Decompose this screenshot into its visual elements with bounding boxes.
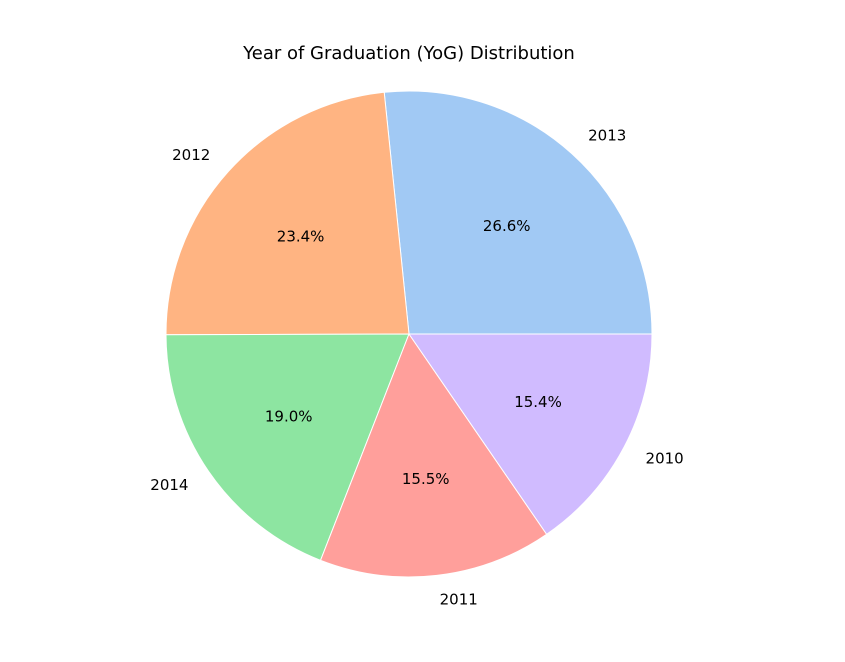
slice-label-2014: 2014: [150, 476, 188, 494]
slice-percent-2014: 19.0%: [265, 407, 313, 425]
chart-title: Year of Graduation (YoG) Distribution: [242, 43, 575, 64]
slice-label-2011: 2011: [440, 591, 478, 609]
slice-label-2010: 2010: [646, 449, 684, 467]
slice-percent-2013: 26.6%: [483, 217, 531, 235]
pie-slices: [165, 90, 653, 578]
slice-percent-2010: 15.4%: [514, 393, 562, 411]
pie-slice-2013: [383, 90, 653, 335]
pie-slice-2014: [165, 333, 410, 561]
pie-slice-2011: [319, 332, 548, 578]
pie-labels: 2013 26.6% 2012 23.4% 2014 19.0% 2011 15.5% 2010…: [150, 127, 683, 609]
slice-percent-2011: 15.5%: [402, 470, 450, 488]
slice-label-2012: 2012: [172, 146, 210, 164]
pie-slice-2012: [165, 91, 410, 336]
pie-slice-2010: [408, 333, 653, 535]
slice-label-2013: 2013: [588, 127, 626, 145]
slice-percent-2012: 23.4%: [277, 227, 325, 245]
